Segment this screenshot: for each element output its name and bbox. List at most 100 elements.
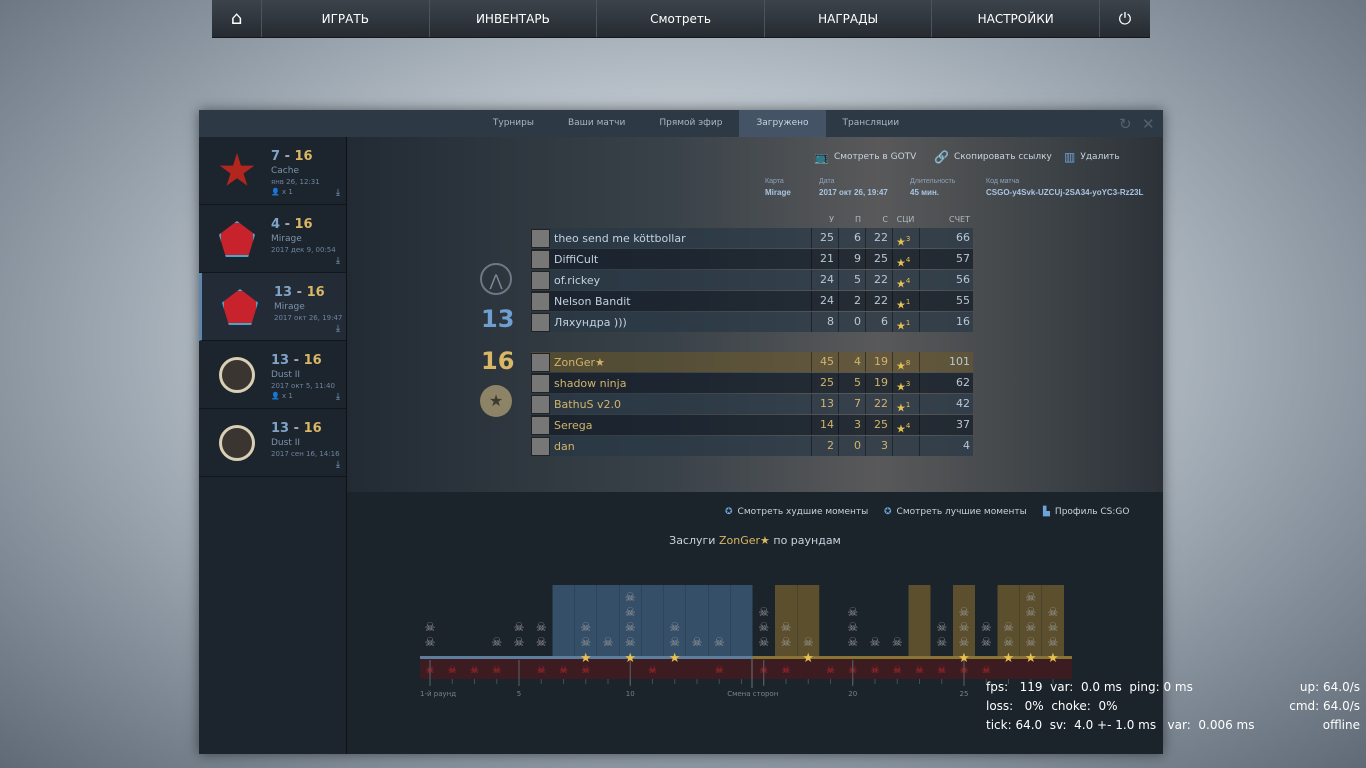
power-icon: ⏻: [1118, 8, 1132, 28]
score: 42: [919, 394, 973, 414]
match-score: 13 - 16: [274, 285, 325, 300]
star-icon: ★: [896, 319, 906, 333]
player-row[interactable]: Ляхундра ))) 8 0 6 ★1 16: [531, 312, 973, 333]
home-button[interactable]: ⌂: [212, 0, 262, 37]
copy-link-button[interactable]: 🔗 Скопировать ссылку: [934, 150, 1052, 164]
delete-button[interactable]: ▥ Удалить: [1064, 150, 1120, 164]
match-item[interactable]: 4 - 16 Mirage 2017 дек 9, 00:54 ⤓: [199, 205, 346, 273]
watch-gotv-button[interactable]: 📺 Смотреть в GOTV: [814, 150, 916, 164]
player-name: ZonGer★: [554, 355, 605, 369]
net-line: offline: [1322, 718, 1360, 732]
assists: 4: [838, 352, 865, 372]
mvp: ★8: [892, 352, 919, 373]
nav-play[interactable]: ИГРАТЬ: [262, 0, 430, 37]
match-date: 2017 сен 16, 14:16: [271, 450, 340, 458]
worst-moments-button[interactable]: ✪ Смотреть худшие моменты: [725, 507, 868, 517]
avatar: [531, 291, 550, 311]
match-score: 7 - 16: [271, 149, 313, 164]
nav-settings[interactable]: НАСТРОЙКИ: [932, 0, 1100, 37]
profile-button[interactable]: ▙ Профиль CS:GO: [1043, 507, 1129, 517]
download-icon[interactable]: ⤓: [336, 188, 340, 198]
kills: 13: [811, 394, 838, 414]
assists: 0: [838, 436, 865, 456]
player-name: dan: [554, 439, 575, 453]
match-map: Mirage: [274, 302, 305, 312]
nav-watch[interactable]: Смотреть: [597, 0, 765, 37]
label: Скопировать ссылку: [953, 152, 1052, 162]
map-badge-icon: [222, 289, 258, 325]
trash-icon: ▥: [1064, 150, 1076, 164]
player-row[interactable]: shadow ninja 25 5 19 ★3 62: [531, 373, 973, 394]
scoreboard-panel: 📺 Смотреть в GOTV 🔗 Скопировать ссылку ▥ Уд…: [347, 137, 1163, 492]
player-row[interactable]: dan 2 0 3 4: [531, 436, 973, 456]
player-name: BathuS v2.0: [554, 397, 622, 411]
star-icon: ★: [896, 422, 906, 436]
refresh-icon[interactable]: ↻: [1119, 115, 1132, 133]
col-deaths: С: [882, 215, 888, 224]
tab-streams[interactable]: Трансляции: [842, 118, 900, 128]
col-mvp: СЦИ: [896, 215, 915, 224]
deaths: 22: [865, 291, 892, 311]
tab-your-matches[interactable]: Ваши матчи: [567, 118, 626, 128]
download-icon[interactable]: ⤓: [336, 324, 340, 334]
mvp: ★4: [892, 415, 919, 436]
download-icon[interactable]: ⤓: [336, 256, 340, 266]
tab-live[interactable]: Прямой эфир: [659, 118, 723, 128]
player-name: Nelson Bandit: [554, 294, 631, 308]
ct-logo-icon: ⋀: [480, 263, 512, 295]
kills: 8: [811, 312, 838, 332]
match-map: Mirage: [271, 234, 302, 244]
player-row[interactable]: theo send me köttbollar 25 6 22 ★3 66: [531, 228, 973, 249]
avatar: [531, 394, 550, 414]
match-date: 2017 окт 26, 19:47: [274, 314, 343, 322]
mvp: ★1: [892, 291, 919, 312]
match-map: Dust II: [271, 438, 301, 448]
player-name: theo send me köttbollar: [554, 231, 686, 245]
label: Смотреть лучшие моменты: [896, 507, 1027, 517]
player-icon: ▙: [1043, 507, 1050, 517]
match-item[interactable]: 7 - 16 Cache янв 26, 12:31 👤 x 1 ⤓: [199, 137, 346, 205]
label: Профиль CS:GO: [1054, 507, 1130, 517]
net-line: loss: 0% choke: 0%: [986, 699, 1118, 713]
meta-code: Код матча CSGO-y4Svk-UZCUj-2SA34-yoYC3-Rz…: [986, 178, 1144, 197]
top-nav: ⌂ ИГРАТЬ ИНВЕНТАРЬ Смотреть НАГРАДЫ НАСТ…: [212, 0, 1150, 38]
close-icon[interactable]: ✕: [1142, 115, 1155, 133]
deaths: 22: [865, 228, 892, 248]
tab-downloaded[interactable]: Загружено: [739, 110, 826, 137]
download-icon[interactable]: ⤓: [336, 392, 340, 402]
kills: 21: [811, 249, 838, 269]
player-row[interactable]: ZonGer★ 45 4 19 ★8 101: [531, 352, 973, 373]
download-icon[interactable]: ⤓: [336, 460, 340, 470]
match-item[interactable]: 13 - 16 Mirage 2017 окт 26, 19:47 ⤓: [199, 273, 346, 341]
player-row[interactable]: Serega 14 3 25 ★4 37: [531, 415, 973, 436]
tab-tournaments[interactable]: Турниры: [492, 118, 534, 128]
net-line: cmd: 64.0/s: [1289, 699, 1360, 713]
player-name: DiffiCult: [554, 252, 599, 266]
power-button[interactable]: ⏻: [1100, 0, 1150, 37]
player-row[interactable]: Nelson Bandit 24 2 22 ★1 55: [531, 291, 973, 312]
mvp: ★1: [892, 312, 919, 333]
best-moments-button[interactable]: ✪ Смотреть лучшие моменты: [884, 507, 1027, 517]
match-date: 2017 окт 5, 11:40: [271, 382, 335, 390]
star-icon: ★: [896, 235, 906, 249]
tv-icon: 📺: [814, 150, 829, 164]
nav-awards[interactable]: НАГРАДЫ: [765, 0, 933, 37]
avatar: [531, 312, 550, 332]
player-row[interactable]: DiffiCult 21 9 25 ★4 57: [531, 249, 973, 270]
avatar: [531, 352, 550, 372]
avatar: [531, 373, 550, 393]
nav-inventory[interactable]: ИНВЕНТАРЬ: [430, 0, 598, 37]
net-graph-right: up: 64.0/s cmd: 64.0/s offline: [1289, 678, 1360, 735]
meta-date: Дата 2017 окт 26, 19:47: [819, 178, 888, 197]
deaths: 6: [865, 312, 892, 332]
star-icon: ★: [896, 359, 906, 373]
match-date: янв 26, 12:31: [271, 178, 320, 186]
match-score: 13 - 16: [271, 421, 322, 436]
player-row[interactable]: of.rickey 24 5 22 ★4 56: [531, 270, 973, 291]
avatar: [531, 249, 550, 269]
player-row[interactable]: BathuS v2.0 13 7 22 ★1 42: [531, 394, 973, 415]
match-item[interactable]: 13 - 16 Dust II 2017 сен 16, 14:16 ⤓: [199, 409, 346, 477]
map-badge-icon: [219, 221, 255, 257]
star-icon: ★: [896, 256, 906, 270]
match-item[interactable]: 13 - 16 Dust II 2017 окт 5, 11:40 👤 x 1 …: [199, 341, 346, 409]
